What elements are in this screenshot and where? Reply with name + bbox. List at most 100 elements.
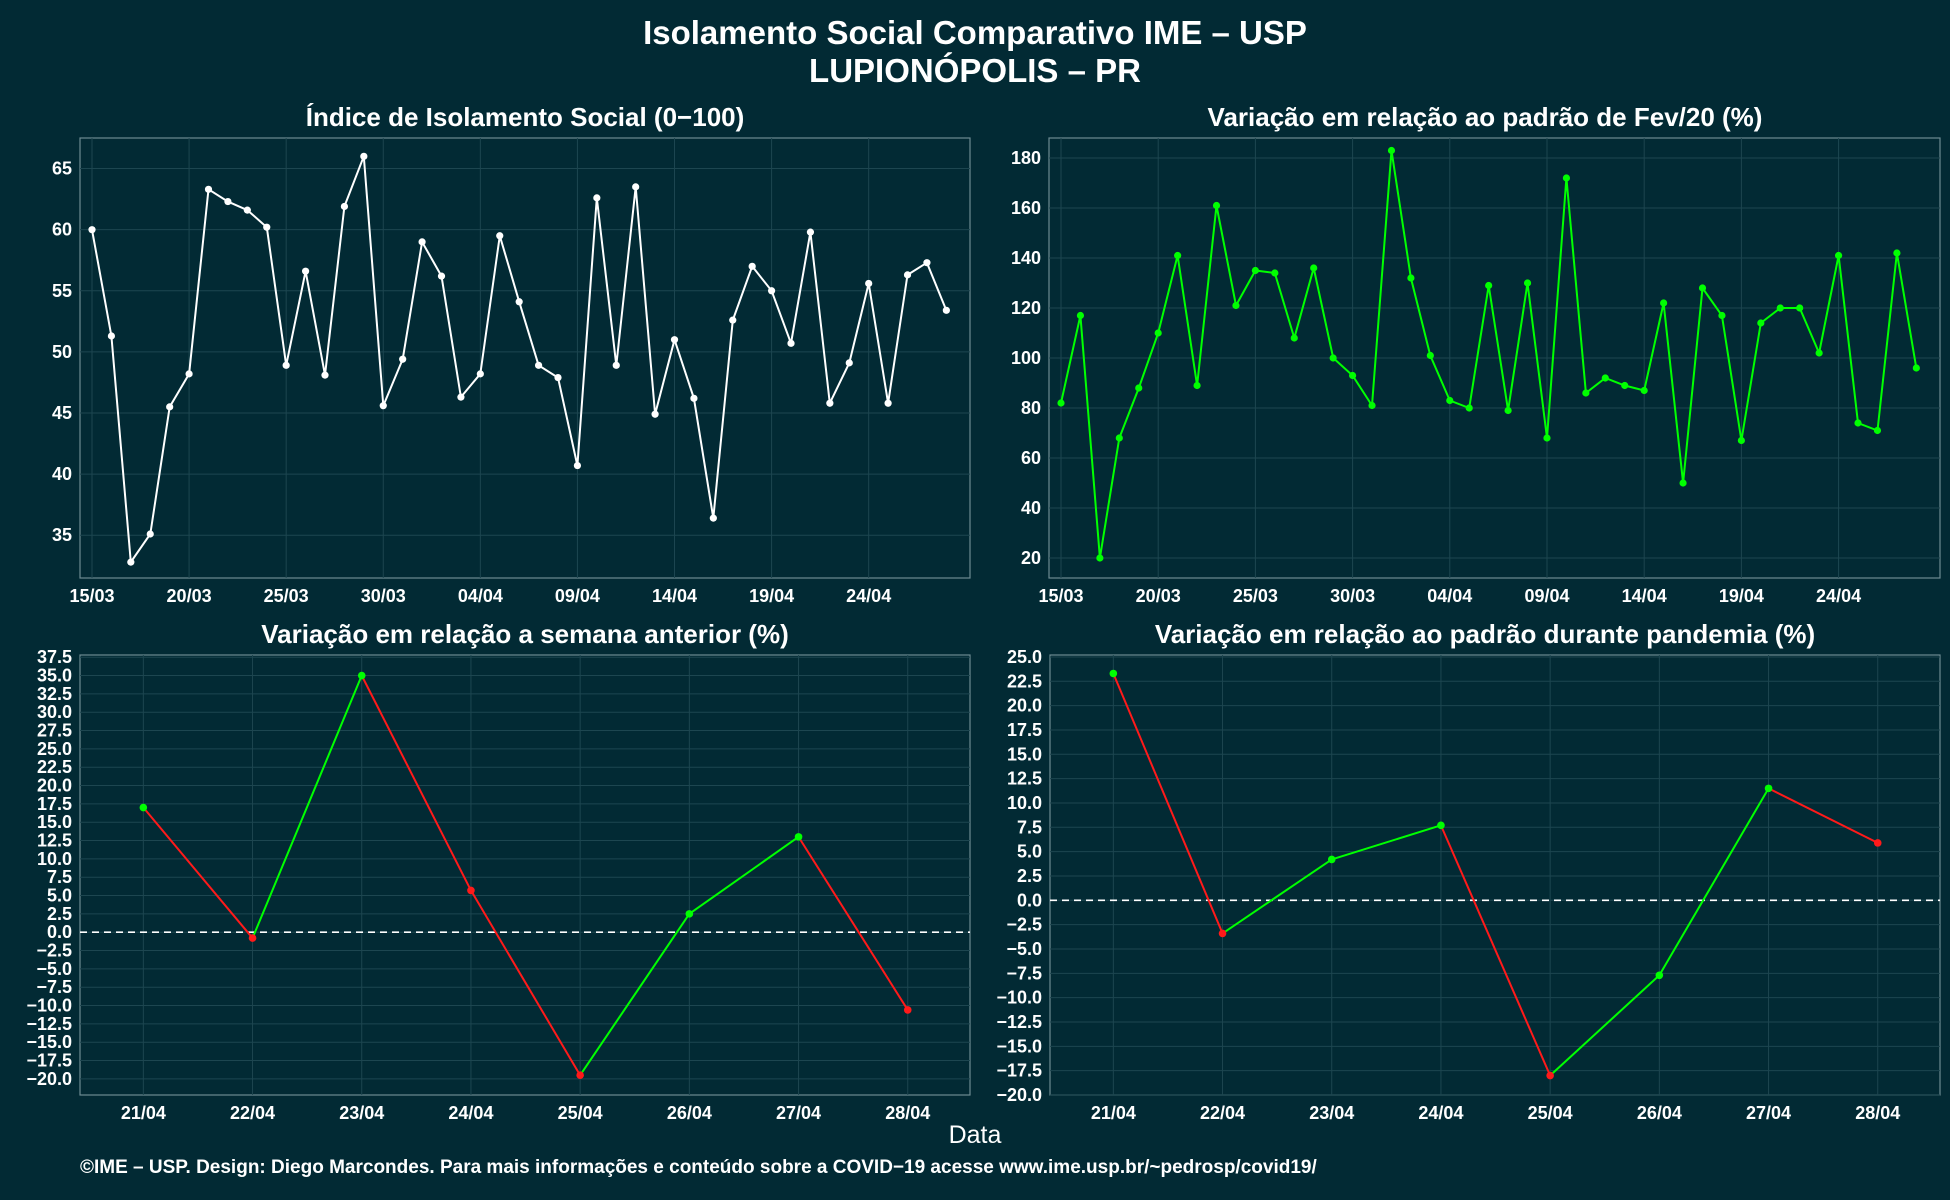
data-point bbox=[476, 370, 484, 378]
data-point bbox=[1621, 381, 1629, 390]
data-point bbox=[794, 833, 803, 841]
data-point bbox=[1679, 479, 1687, 487]
y-tick-label: 25.0 bbox=[37, 739, 72, 759]
y-tick-label: 20 bbox=[1021, 548, 1041, 568]
y-tick-label: 140 bbox=[1011, 248, 1041, 268]
data-point bbox=[457, 393, 465, 401]
data-point bbox=[1446, 396, 1454, 405]
data-point bbox=[1407, 274, 1415, 282]
data-point bbox=[379, 402, 387, 410]
data-point bbox=[1174, 251, 1182, 260]
x-tick-label: 25/03 bbox=[1233, 586, 1278, 606]
data-point bbox=[1327, 855, 1336, 864]
x-tick-label: 30/03 bbox=[361, 586, 406, 606]
data-point bbox=[1815, 349, 1823, 357]
y-tick-label: −17.5 bbox=[26, 1051, 72, 1071]
y-tick-label: 10.0 bbox=[1007, 793, 1042, 813]
data-point bbox=[263, 223, 271, 231]
x-tick-label: 19/04 bbox=[1719, 586, 1764, 606]
y-tick-label: 160 bbox=[1011, 198, 1041, 218]
y-tick-label: 0.0 bbox=[47, 922, 72, 942]
y-tick-label: −7.5 bbox=[36, 977, 72, 997]
y-tick-label: 30.0 bbox=[37, 702, 72, 722]
data-point bbox=[1096, 554, 1104, 562]
x-tick-label: 25/04 bbox=[558, 1103, 603, 1123]
data-point bbox=[1893, 249, 1901, 257]
data-point bbox=[1057, 399, 1065, 407]
data-point bbox=[1523, 279, 1532, 287]
data-point bbox=[593, 194, 601, 202]
y-tick-label: 32.5 bbox=[37, 684, 72, 704]
y-tick-label: −10.0 bbox=[26, 996, 72, 1016]
y-tick-label: 37.5 bbox=[37, 647, 72, 667]
x-tick-label: 30/03 bbox=[1330, 586, 1375, 606]
x-tick-label: 24/04 bbox=[1418, 1103, 1463, 1123]
segment-decrease bbox=[1440, 824, 1552, 1076]
data-point bbox=[107, 332, 116, 340]
data-point bbox=[399, 355, 407, 363]
y-tick-label: 20.0 bbox=[37, 776, 72, 796]
data-point bbox=[534, 361, 543, 369]
data-point bbox=[1504, 406, 1512, 415]
segment-increase bbox=[1331, 824, 1442, 861]
y-tick-label: 60 bbox=[1021, 448, 1041, 468]
data-point bbox=[437, 272, 446, 280]
data-point bbox=[612, 361, 620, 369]
data-point bbox=[224, 197, 232, 206]
x-tick-label: 09/04 bbox=[1524, 586, 1569, 606]
plot-frame bbox=[1049, 654, 1941, 1096]
x-tick-label: 28/04 bbox=[1855, 1103, 1900, 1123]
data-point bbox=[204, 185, 213, 193]
x-tick-label: 04/04 bbox=[458, 586, 503, 606]
y-tick-label: 20.0 bbox=[1007, 696, 1042, 716]
data-point bbox=[139, 803, 148, 812]
y-tick-label: 15.0 bbox=[1007, 744, 1042, 764]
data-point bbox=[1465, 404, 1473, 412]
segment-increase bbox=[579, 913, 691, 1076]
data-point bbox=[321, 371, 329, 379]
panel-title-padrao-pandemia: Variação em relação ao padrão durante pa… bbox=[1154, 619, 1816, 649]
chart-title: Isolamento Social Comparativo IME – USP bbox=[643, 14, 1307, 51]
data-point bbox=[1426, 351, 1434, 360]
data-point bbox=[1368, 401, 1376, 410]
data-point bbox=[670, 336, 679, 344]
x-tick-label: 09/04 bbox=[555, 586, 600, 606]
data-point bbox=[1718, 311, 1726, 320]
data-point bbox=[467, 886, 475, 895]
y-tick-label: 2.5 bbox=[1017, 866, 1042, 886]
data-point bbox=[651, 410, 659, 418]
segment-increase bbox=[1658, 787, 1770, 976]
segment-decrease bbox=[797, 836, 909, 1011]
data-point bbox=[845, 359, 853, 367]
data-point bbox=[1348, 371, 1357, 380]
y-tick-label: 15.0 bbox=[37, 812, 72, 832]
y-tick-label: 12.5 bbox=[1007, 769, 1042, 789]
x-tick-label: 27/04 bbox=[1746, 1103, 1791, 1123]
data-point bbox=[806, 228, 815, 236]
data-point bbox=[1310, 264, 1318, 272]
panel-title-semana-anterior: Variação em relação a semana anterior (%… bbox=[261, 619, 789, 649]
data-point bbox=[146, 530, 154, 538]
data-point bbox=[1562, 174, 1571, 182]
x-tick-label: 24/04 bbox=[448, 1103, 493, 1123]
x-tick-label: 20/03 bbox=[1136, 586, 1181, 606]
y-tick-label: 80 bbox=[1021, 398, 1041, 418]
y-tick-label: 7.5 bbox=[47, 867, 72, 887]
y-tick-label: −12.5 bbox=[996, 1012, 1042, 1032]
data-point bbox=[301, 267, 310, 275]
y-tick-label: 180 bbox=[1011, 148, 1041, 168]
data-point bbox=[767, 287, 776, 295]
segment-decrease bbox=[470, 889, 582, 1076]
data-point bbox=[884, 399, 892, 407]
data-point bbox=[787, 339, 795, 347]
data-point bbox=[357, 671, 366, 680]
y-tick-label: 35.0 bbox=[37, 666, 72, 686]
panel-title-isolamento: Índice de Isolamento Social (0−100) bbox=[305, 102, 745, 132]
y-tick-label: −5.0 bbox=[1006, 939, 1042, 959]
data-point bbox=[360, 152, 368, 160]
x-tick-label: 23/04 bbox=[339, 1103, 384, 1123]
data-point bbox=[1193, 381, 1201, 390]
plot-semana-anterior: 21/04 22/04 23/04 24/04 25/04 26/04 27/04 28/04… bbox=[26, 647, 971, 1123]
segment-increase bbox=[1549, 974, 1661, 1077]
y-tick-label: 50 bbox=[52, 342, 72, 362]
